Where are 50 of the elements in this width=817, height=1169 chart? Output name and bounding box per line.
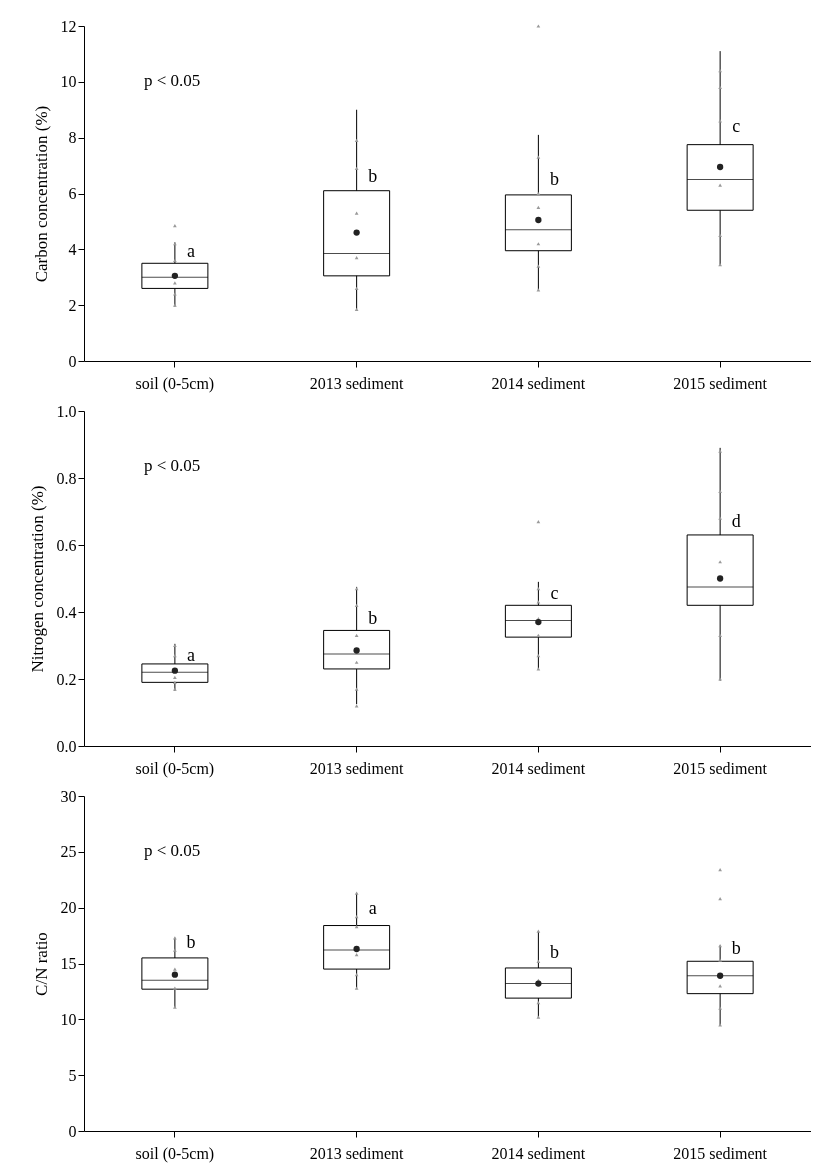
y-tick-label: 0	[68, 352, 77, 370]
x-tick-label: 2013 sediment	[309, 759, 405, 777]
x-tick-label: soil (0-5cm)	[135, 1144, 215, 1163]
y-tick-label: 6	[68, 185, 77, 202]
annotation: p < 0.05	[144, 841, 201, 860]
y-tick-label: 0.2	[56, 670, 77, 688]
x-tick-label: soil (0-5cm)	[135, 374, 215, 393]
y-tick-label: 5	[68, 1066, 77, 1084]
y-axis-title: C/N ratio	[31, 932, 51, 996]
y-tick-label: 0	[68, 1122, 77, 1140]
annotation: p < 0.05	[144, 71, 201, 90]
y-tick-label: 0.8	[56, 469, 77, 487]
x-tick-label: 2015 sediment	[673, 1144, 768, 1162]
x-tick-label: soil (0-5cm)	[135, 759, 215, 778]
annotation: b	[549, 168, 559, 189]
y-tick-label: 4	[68, 240, 77, 258]
annotation: b	[368, 607, 378, 628]
annotation: b	[731, 937, 741, 958]
y-tick-label: 25	[60, 843, 77, 861]
annotation: d	[731, 510, 741, 531]
x-tick-label: 2015 sediment	[673, 374, 768, 392]
x-tick-label: 2013 sediment	[309, 374, 405, 392]
y-tick-label: 0.0	[56, 737, 77, 755]
y-tick-label: 0.6	[56, 536, 77, 554]
x-tick-label: 2014 sediment	[491, 1144, 586, 1162]
x-tick-label: 2013 sediment	[309, 1144, 405, 1162]
x-tick-label: 2014 sediment	[491, 759, 586, 777]
annotation: a	[186, 644, 195, 665]
annotation: p < 0.05	[144, 456, 201, 475]
annotation: c	[732, 115, 741, 136]
y-tick-label: 10	[60, 73, 77, 91]
y-tick-label: 8	[68, 129, 77, 147]
annotation: b	[368, 165, 378, 186]
y-tick-label: 2	[68, 296, 77, 314]
y-tick-label: 12	[60, 17, 77, 35]
annotation: b	[549, 942, 559, 963]
y-tick-label: 0.4	[56, 603, 77, 621]
x-tick-label: 2014 sediment	[491, 374, 586, 392]
annotation: a	[186, 241, 195, 262]
x-tick-label: 2015 sediment	[673, 759, 768, 777]
y-tick-label: 20	[60, 899, 77, 917]
annotation: c	[550, 582, 559, 603]
annotation: b	[186, 932, 196, 953]
y-tick-label: 10	[60, 1010, 77, 1028]
y-axis-title: Carbon concentration (%)	[31, 105, 51, 283]
y-tick-label: 1.0	[56, 402, 77, 420]
y-tick-label: 30	[60, 787, 77, 805]
y-tick-label: 15	[60, 955, 77, 972]
annotation: a	[368, 897, 377, 918]
y-axis-title: Nitrogen concentration (%)	[27, 485, 47, 673]
